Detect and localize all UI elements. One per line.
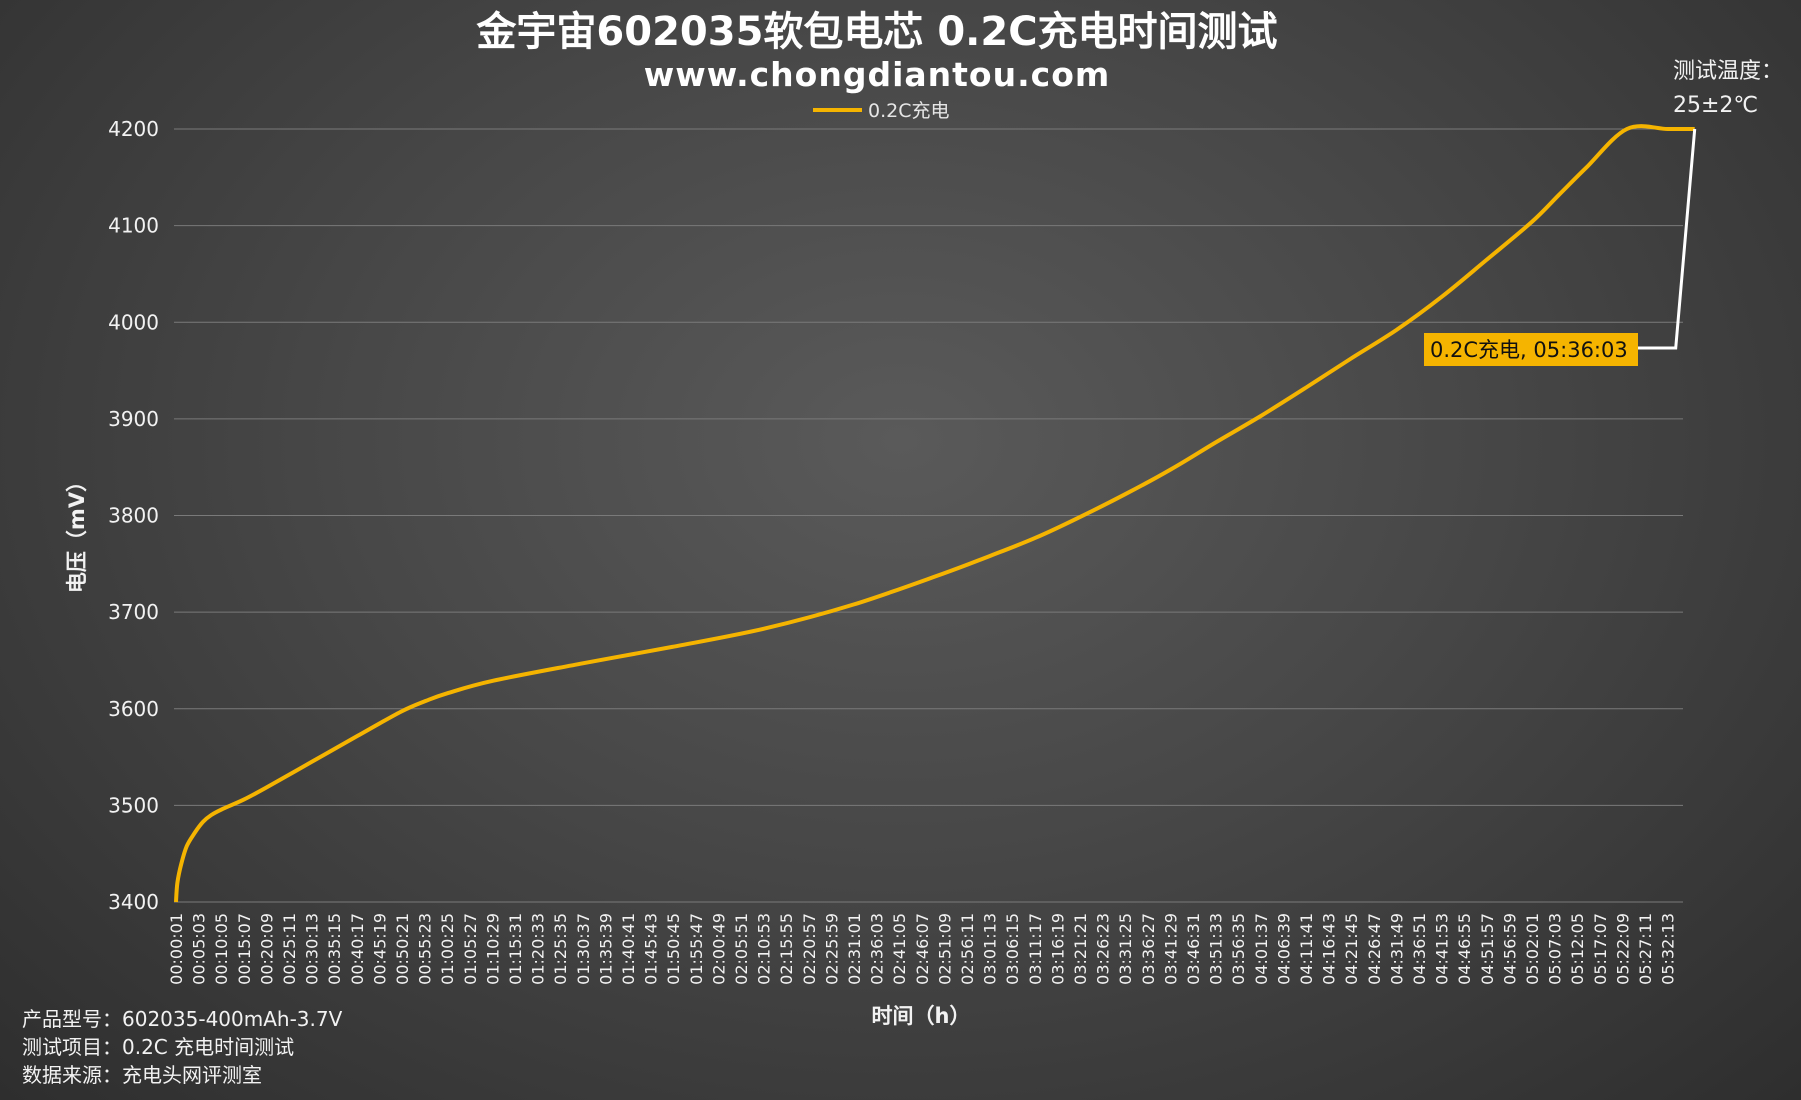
x-tick-label: 03:01:13 <box>981 913 1000 985</box>
x-tick-label: 00:25:11 <box>280 913 299 985</box>
x-tick-label: 02:10:53 <box>755 913 774 985</box>
x-tick-label: 03:06:15 <box>1003 913 1022 985</box>
x-tick-label: 00:50:21 <box>393 913 412 985</box>
x-tick-label: 04:11:41 <box>1297 913 1316 985</box>
x-tick-label: 05:27:11 <box>1636 913 1655 985</box>
temperature-value: 25±2℃ <box>1673 93 1758 118</box>
x-axis-ticks: 00:00:01 00:05:03 00:10:05 00:15:07 00:20:09… <box>167 913 1678 985</box>
x-tick-label: 02:36:03 <box>868 913 887 985</box>
footer: 产品型号：602035-400mAh-3.7V 测试项目：0.2C 充电时间测试… <box>22 1007 343 1087</box>
x-tick-label: 02:25:59 <box>822 913 841 985</box>
temperature-note: 测试温度： 25±2℃ <box>1673 59 1783 118</box>
x-tick-label: 01:40:41 <box>619 913 638 985</box>
temperature-label: 测试温度： <box>1673 59 1783 84</box>
x-tick-label: 02:46:07 <box>913 913 932 985</box>
footer-data-source: 数据来源：充电头网评测室 <box>22 1063 262 1087</box>
callout-leader-line <box>1638 128 1697 350</box>
x-tick-label: 05:02:01 <box>1523 913 1542 985</box>
chart-title: 金宇宙602035软包电芯 0.2C充电时间测试 <box>475 9 1277 55</box>
y-tick-label: 3400 <box>108 890 159 914</box>
chart-subtitle: www.chongdiantou.com <box>644 55 1111 94</box>
x-tick-label: 00:10:05 <box>212 913 231 985</box>
y-tick-label: 4100 <box>108 214 159 238</box>
series-line <box>174 124 1695 903</box>
x-tick-label: 01:15:31 <box>506 913 525 985</box>
x-tick-label: 00:00:01 <box>167 913 186 985</box>
x-tick-label: 03:36:27 <box>1139 913 1158 985</box>
x-axis-title: 时间（h） <box>872 1004 971 1028</box>
x-tick-label: 04:31:49 <box>1387 913 1406 985</box>
footer-test-item: 测试项目：0.2C 充电时间测试 <box>22 1035 294 1059</box>
x-tick-label: 03:46:31 <box>1184 913 1203 985</box>
x-tick-label: 00:30:13 <box>303 913 322 985</box>
y-tick-label: 3800 <box>108 504 159 528</box>
x-tick-label: 00:15:07 <box>235 913 254 985</box>
x-tick-label: 04:01:37 <box>1252 913 1271 985</box>
legend-label: 0.2C充电 <box>868 100 949 122</box>
x-tick-label: 02:15:55 <box>777 913 796 985</box>
x-tick-label: 05:12:05 <box>1568 913 1587 985</box>
y-tick-label: 3900 <box>108 407 159 431</box>
x-tick-label: 00:45:19 <box>370 913 389 985</box>
x-tick-label: 03:56:35 <box>1229 913 1248 985</box>
x-tick-label: 03:26:23 <box>1094 913 1113 985</box>
x-tick-label: 02:41:05 <box>890 913 909 985</box>
x-tick-label: 05:22:09 <box>1613 913 1632 985</box>
x-tick-label: 02:20:57 <box>800 913 819 985</box>
x-tick-label: 00:40:17 <box>348 913 367 985</box>
x-tick-label: 01:25:35 <box>551 913 570 985</box>
y-axis-ticks: 4200 4100 4000 3900 3800 3700 3600 3500 3400 <box>108 117 159 914</box>
y-tick-label: 4200 <box>108 117 159 141</box>
x-tick-label: 00:35:15 <box>325 913 344 985</box>
callout-box <box>1424 333 1638 366</box>
x-tick-label: 04:21:45 <box>1342 913 1361 985</box>
y-tick-label: 3700 <box>108 600 159 624</box>
x-tick-label: 01:55:47 <box>687 913 706 985</box>
x-tick-label: 04:06:39 <box>1274 913 1293 985</box>
x-tick-label: 02:56:11 <box>958 913 977 985</box>
x-tick-label: 02:51:09 <box>935 913 954 985</box>
x-tick-label: 03:21:21 <box>1071 913 1090 985</box>
x-tick-label: 01:30:37 <box>574 913 593 985</box>
y-axis-title: 电压（mV） <box>65 471 89 593</box>
x-tick-label: 01:05:27 <box>461 913 480 985</box>
x-tick-label: 03:11:17 <box>1026 913 1045 985</box>
x-tick-label: 01:20:33 <box>529 913 548 985</box>
x-tick-label: 01:10:29 <box>483 913 502 985</box>
x-tick-label: 04:51:57 <box>1478 913 1497 985</box>
x-tick-label: 01:00:25 <box>438 913 457 985</box>
x-tick-label: 04:36:51 <box>1410 913 1429 985</box>
footer-product-model: 产品型号：602035-400mAh-3.7V <box>22 1007 343 1031</box>
x-tick-label: 01:45:43 <box>642 913 661 985</box>
x-tick-label: 02:31:01 <box>845 913 864 985</box>
y-tick-label: 4000 <box>108 310 159 334</box>
x-tick-label: 04:41:53 <box>1433 913 1452 985</box>
x-tick-label: 05:32:13 <box>1659 913 1678 985</box>
gridlines <box>174 128 1683 903</box>
series-layer <box>174 124 1695 903</box>
x-tick-label: 04:46:55 <box>1455 913 1474 985</box>
x-tick-label: 01:50:45 <box>664 913 683 985</box>
x-tick-label: 03:31:25 <box>1116 913 1135 985</box>
y-tick-label: 3600 <box>108 697 159 721</box>
legend: 0.2C充电 <box>813 100 949 122</box>
x-tick-label: 04:56:59 <box>1500 913 1519 985</box>
x-tick-label: 05:17:07 <box>1591 913 1610 985</box>
x-tick-label: 01:35:39 <box>596 913 615 985</box>
x-tick-label: 02:00:49 <box>709 913 728 985</box>
x-tick-label: 04:26:47 <box>1365 913 1384 985</box>
x-tick-label: 05:07:03 <box>1546 913 1565 985</box>
x-tick-label: 00:05:03 <box>190 913 209 985</box>
callout: 0.2C充电, 05:36:03 <box>1424 128 1697 366</box>
x-tick-label: 03:41:29 <box>1161 913 1180 985</box>
x-tick-label: 04:16:43 <box>1320 913 1339 985</box>
x-tick-label: 03:51:33 <box>1207 913 1226 985</box>
callout-label: 0.2C充电, 05:36:03 <box>1430 338 1628 362</box>
x-tick-label: 00:20:09 <box>257 913 276 985</box>
y-tick-label: 3500 <box>108 793 159 817</box>
x-tick-label: 02:05:51 <box>732 913 751 985</box>
x-tick-label: 00:55:23 <box>416 913 435 985</box>
x-tick-label: 03:16:19 <box>1048 913 1067 985</box>
